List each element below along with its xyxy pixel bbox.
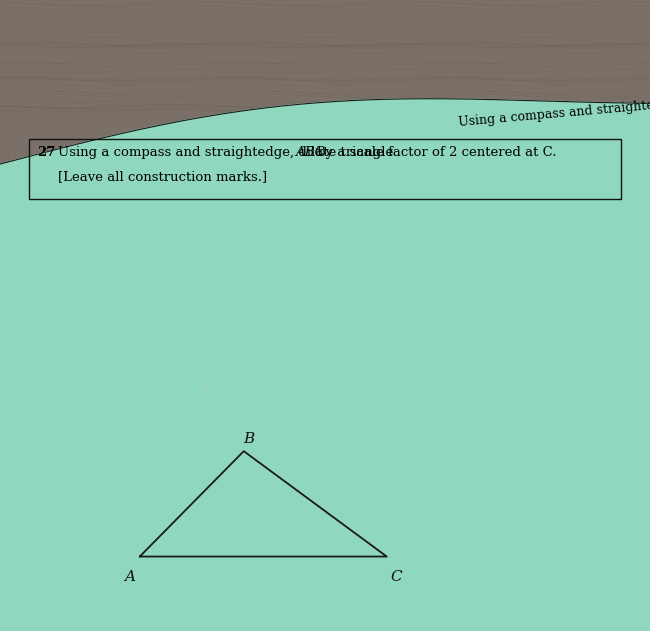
Text: [Leave all construction marks.]: [Leave all construction marks.] bbox=[58, 170, 267, 184]
Text: Using a compass and straightedge, dilate triangle: Using a compass and straightedge, dilate… bbox=[458, 88, 650, 129]
Text: 27: 27 bbox=[37, 146, 55, 160]
Text: T: T bbox=[202, 384, 208, 392]
Text: $\frac{1}{2}$: $\frac{1}{2}$ bbox=[218, 373, 224, 391]
Bar bbox=[29, 139, 621, 199]
Text: ABC: ABC bbox=[295, 146, 325, 160]
Text: V: V bbox=[237, 374, 245, 383]
Text: C: C bbox=[391, 570, 402, 584]
Text: A: A bbox=[125, 570, 135, 584]
Text: B: B bbox=[243, 432, 255, 446]
Text: by a scale factor of 2 centered at C.: by a scale factor of 2 centered at C. bbox=[313, 146, 556, 160]
Text: Using a compass and straightedge, dilate triangle: Using a compass and straightedge, dilate… bbox=[58, 146, 397, 160]
